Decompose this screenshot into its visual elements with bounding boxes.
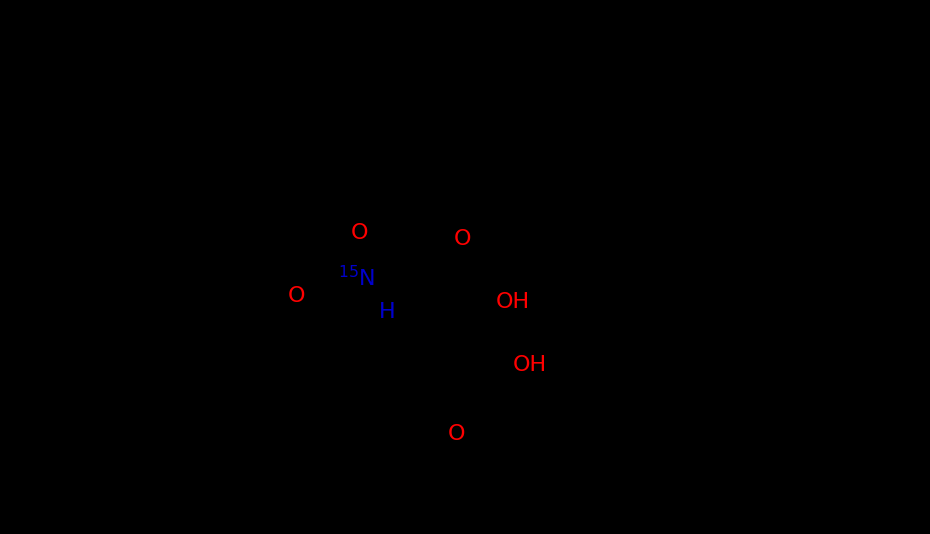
Text: OH: OH — [496, 292, 530, 312]
Text: H: H — [379, 302, 395, 322]
Text: O: O — [287, 286, 305, 306]
Text: O: O — [351, 223, 368, 243]
Text: OH: OH — [512, 355, 547, 375]
Text: O: O — [454, 229, 472, 249]
Text: O: O — [448, 424, 465, 444]
Text: $^{15}$N: $^{15}$N — [338, 265, 375, 290]
